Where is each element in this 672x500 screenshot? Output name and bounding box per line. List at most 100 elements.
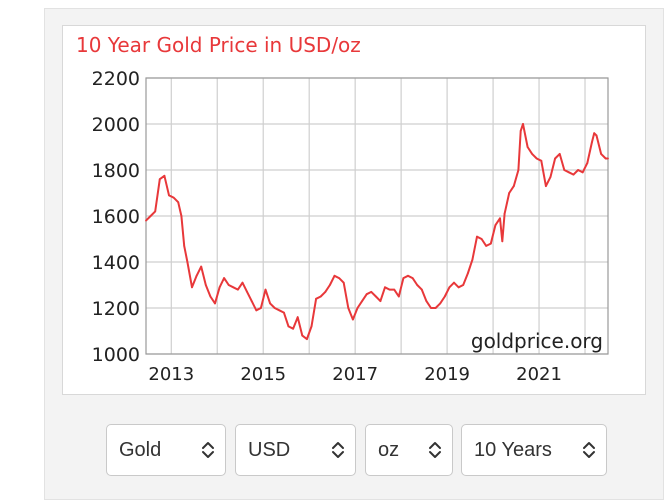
data-point xyxy=(177,201,180,204)
data-point xyxy=(384,286,386,289)
data-point xyxy=(283,311,285,314)
data-point xyxy=(517,169,520,171)
data-point xyxy=(388,288,391,291)
data-point xyxy=(448,286,451,289)
data-point xyxy=(260,307,262,309)
data-point xyxy=(269,302,271,305)
chevron-up-down-icon xyxy=(583,442,595,458)
data-point xyxy=(466,272,469,275)
data-point xyxy=(296,316,299,319)
data-point xyxy=(168,194,170,197)
data-point xyxy=(200,265,203,268)
data-point xyxy=(209,295,212,298)
data-point xyxy=(145,219,147,222)
data-point xyxy=(186,261,189,263)
data-point xyxy=(607,157,609,160)
data-point xyxy=(180,215,183,217)
data-point xyxy=(195,274,198,277)
data-point xyxy=(183,245,186,247)
x-tick-label: 2017 xyxy=(332,364,378,385)
chevron-up-down-icon xyxy=(202,442,214,458)
data-point xyxy=(329,284,331,286)
data-point xyxy=(379,300,382,302)
data-point xyxy=(158,178,161,181)
data-point xyxy=(154,210,157,213)
y-tick-label: 1600 xyxy=(92,206,140,228)
data-point xyxy=(375,295,377,298)
y-tick-label: 1200 xyxy=(92,298,140,320)
data-point xyxy=(499,217,501,220)
data-point xyxy=(356,307,359,309)
data-point xyxy=(333,274,336,277)
data-point xyxy=(519,130,522,132)
data-point xyxy=(600,153,602,155)
gold-price-line xyxy=(145,123,608,341)
data-point xyxy=(319,295,322,298)
y-tick-labels: 1000 1200 1400 1600 1800 2000 2200 xyxy=(92,68,140,366)
data-point xyxy=(540,159,543,162)
data-point xyxy=(568,171,570,174)
data-point xyxy=(310,325,313,328)
data-point xyxy=(306,338,308,340)
data-point xyxy=(489,242,492,245)
data-point xyxy=(591,141,593,144)
data-point xyxy=(149,215,152,217)
data-point xyxy=(411,277,414,279)
y-tick-label: 1000 xyxy=(92,344,140,366)
data-point xyxy=(558,153,561,155)
data-point xyxy=(572,173,575,176)
data-point xyxy=(420,288,423,291)
data-point xyxy=(485,245,488,247)
data-point xyxy=(494,224,497,227)
data-point xyxy=(237,288,239,291)
data-point xyxy=(315,297,317,300)
data-point xyxy=(191,286,193,289)
x-tick-label: 2013 xyxy=(148,364,194,385)
data-point xyxy=(501,240,504,243)
plot-frame xyxy=(145,77,609,355)
y-tick-label: 1800 xyxy=(92,160,140,182)
data-point xyxy=(218,286,221,289)
data-point xyxy=(232,286,235,289)
data-point xyxy=(172,196,175,199)
data-point xyxy=(204,284,207,286)
data-point xyxy=(241,281,244,284)
data-point xyxy=(402,277,405,279)
data-point xyxy=(287,325,290,328)
data-point xyxy=(439,302,442,305)
x-tick-label: 2015 xyxy=(240,364,286,385)
series-layer xyxy=(145,123,609,341)
data-point xyxy=(549,176,552,178)
data-point xyxy=(338,277,340,279)
data-point xyxy=(586,162,589,165)
data-point xyxy=(563,169,566,171)
plot-border xyxy=(145,77,609,355)
range-select[interactable]: 10 Years xyxy=(461,424,607,476)
chart-card xyxy=(62,25,646,395)
data-point xyxy=(425,300,428,302)
chart-title: 10 Year Gold Price in USD/oz xyxy=(76,33,361,57)
x-tick-label: 2019 xyxy=(424,364,470,385)
currency-select-value: USD xyxy=(248,439,291,461)
data-point xyxy=(214,302,216,305)
data-point xyxy=(342,281,345,284)
currency-select[interactable]: USD xyxy=(235,424,356,476)
data-point xyxy=(471,258,474,261)
unit-select[interactable]: oz xyxy=(365,424,453,476)
y-tick-label: 2000 xyxy=(92,114,140,136)
y-tick-label: 1400 xyxy=(92,252,140,274)
data-point xyxy=(503,212,506,215)
data-point xyxy=(522,123,524,125)
data-point xyxy=(407,274,409,277)
data-point xyxy=(365,293,368,296)
data-point xyxy=(457,286,460,289)
metal-select[interactable]: Gold xyxy=(106,424,226,476)
data-point xyxy=(480,238,483,240)
data-point xyxy=(526,146,529,148)
grid-lines xyxy=(146,77,608,355)
data-point xyxy=(347,307,350,309)
data-point xyxy=(443,295,446,298)
data-point xyxy=(554,157,556,160)
data-point xyxy=(370,291,373,293)
data-point xyxy=(250,300,253,302)
